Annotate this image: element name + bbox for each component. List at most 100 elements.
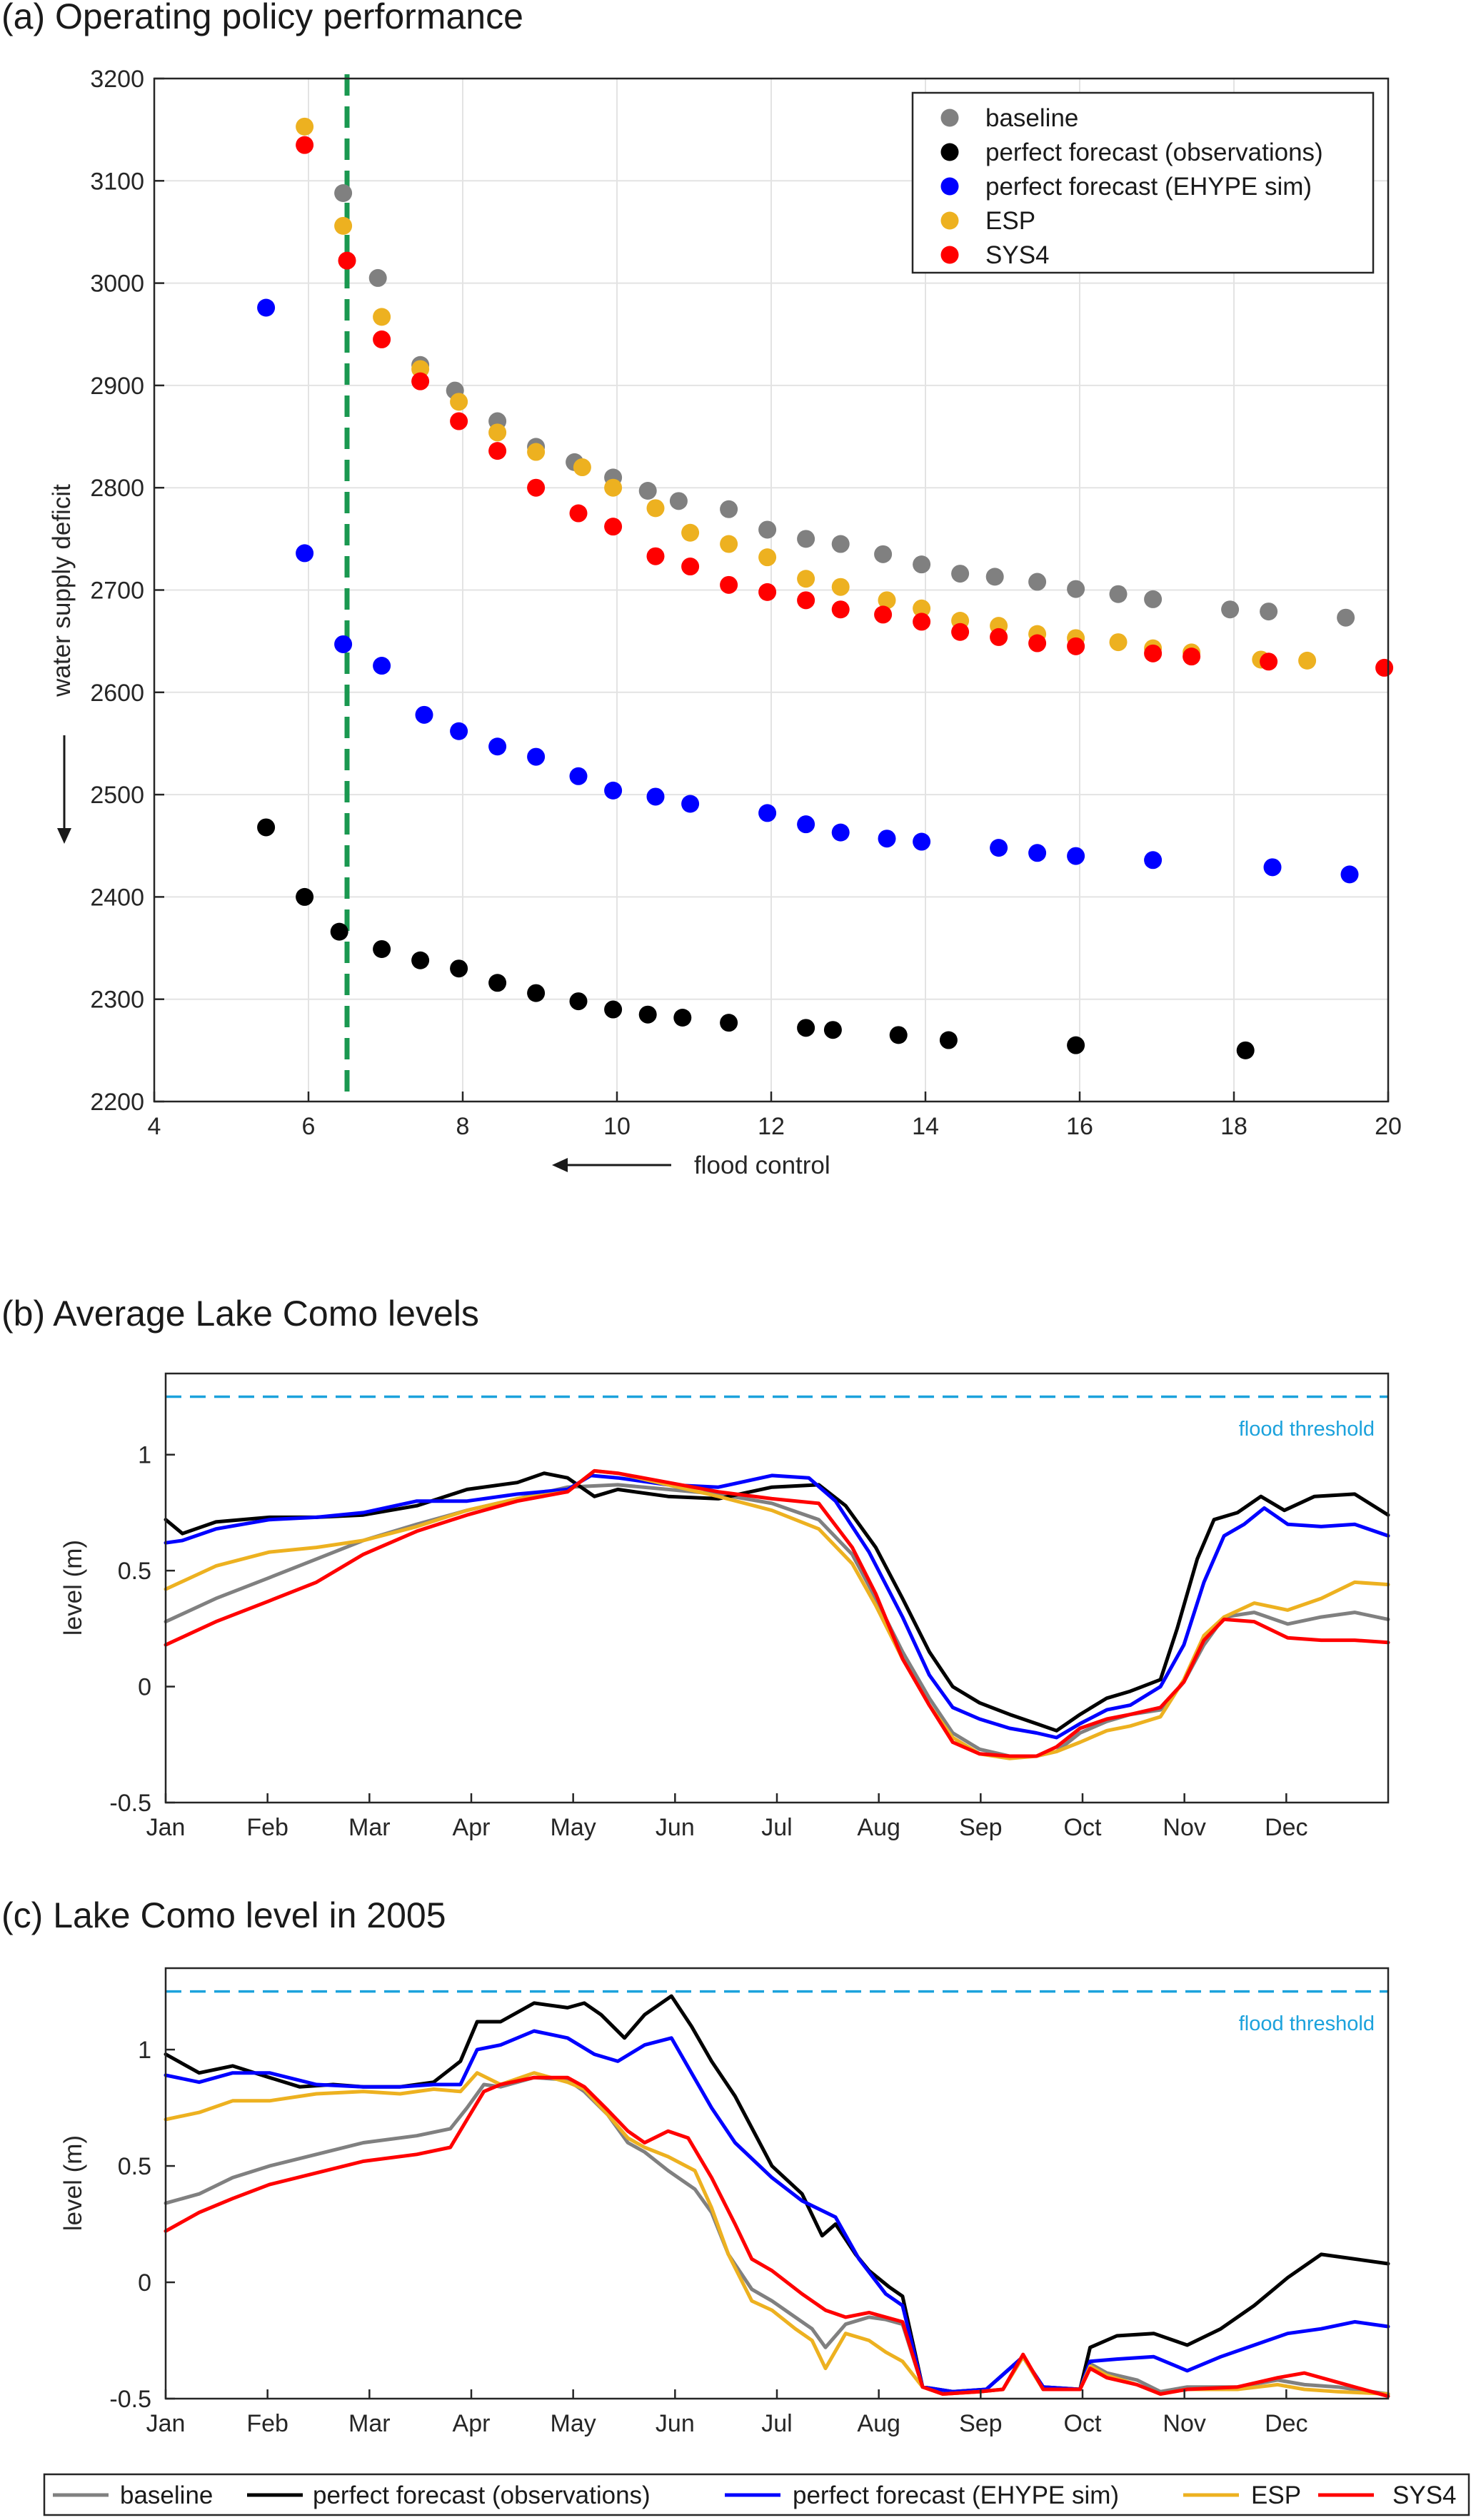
point-baseline <box>1260 603 1278 621</box>
legend-label-baseline: baseline <box>985 104 1078 132</box>
point-sys4 <box>1260 652 1278 671</box>
point-sys4 <box>338 251 356 270</box>
point-esp <box>646 499 665 518</box>
point-sys4 <box>681 558 700 576</box>
point-perfect_obs <box>823 1021 842 1039</box>
point-perfect_obs <box>604 1000 623 1019</box>
point-perfect_sim <box>488 737 507 756</box>
point-perfect_sim <box>1263 858 1282 877</box>
panel-a-ylabel-arrow <box>57 735 71 844</box>
panel-c-xtick-label: Apr <box>453 2410 491 2437</box>
panel-b-xtick-label: Jun <box>656 1814 695 1841</box>
point-perfect_obs <box>797 1019 815 1037</box>
point-sys4 <box>488 442 507 460</box>
panel-c-threshold-label: flood threshold <box>1239 2012 1375 2035</box>
panel-a-xtick-label: 20 <box>1375 1113 1402 1140</box>
point-perfect_obs <box>638 1005 657 1024</box>
bottom-legend-label-sys4: SYS4 <box>1392 2481 1457 2509</box>
panel-a-xtick-label: 10 <box>603 1113 631 1140</box>
panel-a-xtick-label: 4 <box>148 1113 161 1140</box>
point-perfect_sim <box>681 795 700 813</box>
panel-c-xtick-label: Jun <box>656 2410 695 2437</box>
panel-b-ytick-label: 1 <box>138 1442 151 1469</box>
panel-b-xtick-label: May <box>551 1814 596 1841</box>
point-perfect_sim <box>373 657 391 675</box>
panel-c-ytick-label: 0.5 <box>118 2153 151 2180</box>
point-sys4 <box>831 600 850 619</box>
series-esp <box>296 117 1317 670</box>
panel-c-xtick-label: Aug <box>857 2410 900 2437</box>
point-esp <box>373 308 391 326</box>
point-perfect_sim <box>1028 844 1047 862</box>
point-sys4 <box>646 547 665 565</box>
point-sys4 <box>1144 644 1163 662</box>
panel-b-xtick-label: Sep <box>959 1814 1003 1841</box>
point-perfect_sim <box>831 823 850 842</box>
line-esp <box>164 2071 1390 2396</box>
point-esp <box>527 443 546 461</box>
point-esp <box>411 360 430 378</box>
panel-b-xtick-label: Nov <box>1163 1814 1205 1841</box>
point-perfect_obs <box>1236 1041 1255 1059</box>
point-perfect_obs <box>673 1008 692 1027</box>
panel-b-lines <box>164 1468 1390 1760</box>
point-sys4 <box>1067 637 1085 655</box>
panel-c-xtick-label: Nov <box>1163 2410 1205 2437</box>
series-baseline <box>334 183 1355 627</box>
bottom-legend-label-perfect_sim: perfect forecast (EHYPE sim) <box>793 2481 1119 2509</box>
point-perfect_obs <box>527 984 546 1002</box>
point-sys4 <box>758 583 777 601</box>
panel-b-xtick-label: Oct <box>1064 1814 1102 1841</box>
point-perfect_sim <box>878 830 896 848</box>
panel-b-ylabel: level (m) <box>59 1540 87 1636</box>
point-esp <box>1109 633 1128 652</box>
panel-c-yticks: -0.5 0 0.5 1 <box>109 2037 175 2413</box>
point-esp <box>573 458 591 477</box>
point-baseline <box>669 492 688 510</box>
panel-c-xticks: Jan Feb Mar Apr May Jun Jul Aug Sep Oct Nov Dec <box>146 2389 1308 2437</box>
point-baseline <box>913 555 931 574</box>
panel-c-xtick-label: Jan <box>146 2410 186 2437</box>
point-perfect_sim <box>646 787 665 806</box>
point-sys4 <box>874 605 893 624</box>
panel-a-xlabel: flood control <box>694 1151 830 1179</box>
point-perfect_obs <box>939 1031 958 1049</box>
panel-c-xtick-label: Oct <box>1064 2410 1102 2437</box>
point-perfect_obs <box>257 818 276 837</box>
panel-c-xtick-label: Dec <box>1265 2410 1307 2437</box>
panel-a-yticks: 2200 2300 2400 2500 2600 2700 2800 2900 3000 3100… <box>90 66 164 1116</box>
point-perfect_sim <box>569 767 588 785</box>
point-esp <box>878 591 896 610</box>
panel-a-title: (a) Operating policy performance <box>1 0 523 36</box>
point-esp <box>831 578 850 596</box>
point-esp <box>797 570 815 588</box>
panel-a-ytick-label: 3000 <box>90 271 144 298</box>
point-baseline <box>985 568 1004 586</box>
panel-a-xtick-label: 14 <box>912 1113 939 1140</box>
point-baseline <box>368 268 387 287</box>
line-perfect_sim <box>164 1473 1390 1740</box>
point-baseline <box>1337 608 1355 627</box>
legend-marker-perfect_sim <box>940 177 959 196</box>
point-sys4 <box>411 372 430 390</box>
panel-c-lines <box>164 1994 1390 2399</box>
point-perfect_sim <box>913 832 931 851</box>
panel-c-ytick-label: 1 <box>138 2037 151 2064</box>
point-esp <box>1298 651 1317 670</box>
panel-b-ytick-label: 0.5 <box>118 1558 151 1585</box>
point-sys4 <box>797 591 815 610</box>
point-esp <box>758 548 777 567</box>
point-baseline <box>797 530 815 548</box>
point-sys4 <box>527 478 546 497</box>
panel-a-ytick-label: 2900 <box>90 373 144 400</box>
panel-a-xtick-label: 8 <box>456 1113 470 1140</box>
point-esp <box>334 216 353 235</box>
panel-b-title: (b) Average Lake Como levels <box>1 1294 479 1334</box>
point-baseline <box>874 545 893 563</box>
point-baseline <box>1109 585 1128 603</box>
legend-marker-sys4 <box>940 246 959 264</box>
bottom-legend-label-esp: ESP <box>1251 2481 1301 2509</box>
point-perfect_sim <box>450 722 468 740</box>
